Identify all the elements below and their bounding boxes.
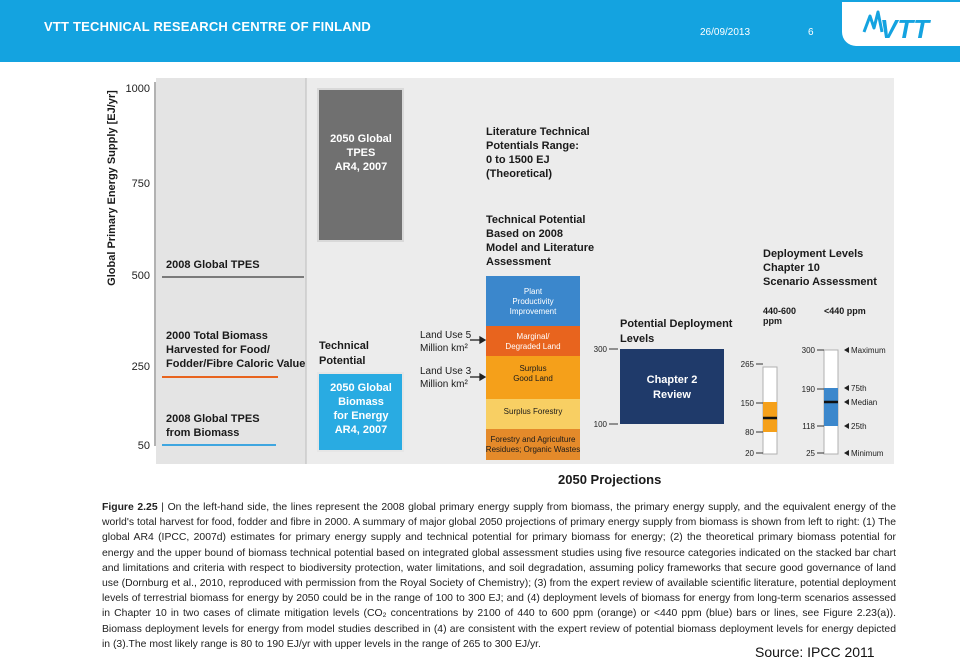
left-panel-background <box>156 78 306 464</box>
segment-surplus-label1: Surplus <box>519 364 546 373</box>
header-title: VTT TECHNICAL RESEARCH CENTRE OF FINLAND <box>44 19 371 34</box>
header-date: 26/09/2013 <box>700 27 751 38</box>
deployment-title2: Levels <box>620 333 654 345</box>
bar-440-tick-20: 20 <box>745 449 754 458</box>
ch10-title2: Chapter 10 <box>763 262 820 274</box>
segment-residues <box>486 429 580 460</box>
y-ticks: 1000 750 500 250 50 <box>126 83 150 452</box>
segment-residues-label2: Residues; Organic Wastes <box>486 445 580 454</box>
segment-plant-label2: Productivity <box>512 297 553 306</box>
ch10-title3: Scenario Assessment <box>763 276 877 288</box>
deployment-tick-100: 100 <box>594 420 608 429</box>
bar-440-600-label1: 440-600 <box>763 306 796 316</box>
segment-surplus-label2: Good Land <box>513 374 553 383</box>
biomass-figure: Global Primary Energy Supply [EJ/yr] 100… <box>106 78 894 464</box>
ch10-title1: Deployment Levels <box>763 248 863 260</box>
ar4-biomass-line2: Biomass <box>338 396 384 408</box>
bar-440-tick-150: 150 <box>741 399 755 408</box>
bar-blue-tick-25: 25 <box>806 449 815 458</box>
y-tick-250: 250 <box>132 361 150 373</box>
technical-potential-label-b: Potential <box>319 355 365 367</box>
y-tick-500: 500 <box>132 270 150 282</box>
segment-plant-productivity <box>486 276 580 326</box>
segment-plant-label1: Plant <box>524 287 543 296</box>
vtt-logo: VTT <box>842 2 960 46</box>
segment-marginal-label1: Marginal/ <box>517 332 551 341</box>
chapter2-review-box <box>620 349 724 424</box>
land-use-3-b: Million km² <box>420 379 468 390</box>
ar4-biomass-line3: for Energy <box>333 410 389 422</box>
ar4-tpes-box <box>317 88 404 242</box>
ar4-biomass-line4: AR4, 2007 <box>335 424 388 436</box>
literature-line2: Potentials Range: <box>486 140 579 152</box>
y-tick-50: 50 <box>138 440 150 452</box>
bar-below-440 <box>823 349 839 455</box>
bar-440-600 <box>762 366 778 455</box>
x-axis-label: 2050 Projections <box>558 472 662 487</box>
tech-potential-line2: Based on 2008 <box>486 228 563 240</box>
label-tpes-biomass-a: 2008 Global TPES <box>166 413 260 425</box>
segment-surplus-good-land <box>486 356 580 399</box>
segment-residues-label1: Forestry and Agriculture <box>491 435 576 444</box>
chapter2-line2: Review <box>653 389 691 401</box>
deployment-title1: Potential Deployment <box>620 318 733 330</box>
bar-blue-tick-190: 190 <box>802 385 816 394</box>
legend-25th: 25th <box>851 422 867 431</box>
bar-440-600-label2: ppm <box>763 316 782 326</box>
logo-text: VTT <box>880 14 931 44</box>
land-use-3-a: Land Use 3 <box>420 366 472 377</box>
bar-440-tick-80: 80 <box>745 428 754 437</box>
caption-separator: | <box>161 502 168 513</box>
ar4-tpes-line1: 2050 Global <box>330 133 392 145</box>
legend-75th: 75th <box>851 384 867 393</box>
label-biomass-2000-c: Fodder/Fibre Caloric Value <box>166 358 305 370</box>
legend-median: Median <box>851 398 877 407</box>
chapter2-line1: Chapter 2 <box>647 374 698 386</box>
segment-forestry-label: Surplus Forestry <box>504 407 563 416</box>
ar4-biomass-box <box>317 372 404 452</box>
literature-line1: Literature Technical <box>486 126 590 138</box>
y-tick-1000: 1000 <box>126 83 150 95</box>
vtt-logo-icon: VTT <box>862 10 931 44</box>
segment-surplus-forestry <box>486 399 580 429</box>
land-use-5-b: Million km² <box>420 343 468 354</box>
legend-minimum: Minimum <box>851 449 884 458</box>
y-tick-750: 750 <box>132 178 150 190</box>
header-bar: VTT TECHNICAL RESEARCH CENTRE OF FINLAND… <box>0 0 960 62</box>
label-biomass-2000-b: Harvested for Food/ <box>166 344 270 356</box>
figure-caption: Figure 2.25 | On the left-hand side, the… <box>102 500 896 652</box>
stacked-bar <box>486 276 580 460</box>
literature-line3: 0 to 1500 EJ <box>486 154 550 166</box>
ar4-biomass-line1: 2050 Global <box>330 382 392 394</box>
land-use-arrows <box>470 335 487 382</box>
tech-potential-line1: Technical Potential <box>486 214 585 226</box>
caption-figure-label: Figure 2.25 <box>102 502 158 513</box>
label-tpes-biomass-b: from Biomass <box>166 427 239 439</box>
left-panel: 2008 Global TPES 2000 Total Biomass Harv… <box>162 259 305 446</box>
legend-maximum: Maximum <box>851 346 886 355</box>
deployment-tick-300: 300 <box>594 345 608 354</box>
segment-plant-label3: Improvement <box>510 307 557 316</box>
percentile-legend: Maximum 75th Median 25th Minimum <box>844 346 886 458</box>
label-biomass-2000-a: 2000 Total Biomass <box>166 330 268 342</box>
label-2008-tpes: 2008 Global TPES <box>166 259 260 271</box>
tech-potential-line3: Model and Literature <box>486 242 594 254</box>
land-use-5-a: Land Use 5 <box>420 330 472 341</box>
y-axis-label: Global Primary Energy Supply [EJ/yr] <box>106 90 118 286</box>
page-number: 6 <box>808 27 814 38</box>
bar-below-440-label: <440 ppm <box>824 306 866 316</box>
segment-marginal-land <box>486 326 580 356</box>
ar4-tpes-line3: AR4, 2007 <box>335 161 388 173</box>
technical-potential-label-a: Technical <box>319 340 369 352</box>
caption-text: On the left-hand side, the lines represe… <box>102 502 896 650</box>
bar-blue-tick-300: 300 <box>802 346 816 355</box>
tech-potential-line4: Assessment <box>486 256 551 268</box>
segment-marginal-label2: Degraded Land <box>505 342 560 351</box>
ar4-tpes-line2: TPES <box>347 147 376 159</box>
bar-blue-tick-118: 118 <box>802 422 815 431</box>
bar-440-tick-265: 265 <box>741 360 755 369</box>
source-credit: Source: IPCC 2011 <box>755 644 875 659</box>
literature-line4: (Theoretical) <box>486 168 552 180</box>
